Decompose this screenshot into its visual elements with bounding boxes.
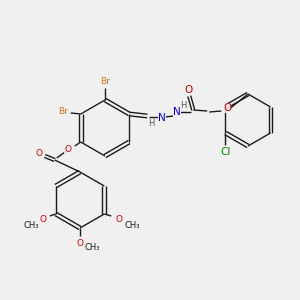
Text: H: H bbox=[148, 119, 154, 128]
Text: N: N bbox=[158, 113, 166, 123]
Text: CH₃: CH₃ bbox=[84, 244, 100, 253]
Text: N: N bbox=[173, 107, 181, 117]
Text: Cl: Cl bbox=[220, 147, 231, 157]
Text: O: O bbox=[116, 215, 123, 224]
Text: CH₃: CH₃ bbox=[124, 220, 140, 230]
Text: O: O bbox=[64, 145, 71, 154]
Text: O: O bbox=[223, 103, 231, 113]
Text: O: O bbox=[184, 85, 192, 95]
Text: O: O bbox=[39, 215, 46, 224]
Text: Br: Br bbox=[58, 107, 68, 116]
Text: CH₃: CH₃ bbox=[23, 220, 38, 230]
Text: Br: Br bbox=[100, 77, 110, 86]
Text: H: H bbox=[180, 101, 186, 110]
Text: O: O bbox=[35, 149, 42, 158]
Text: O: O bbox=[76, 238, 83, 247]
